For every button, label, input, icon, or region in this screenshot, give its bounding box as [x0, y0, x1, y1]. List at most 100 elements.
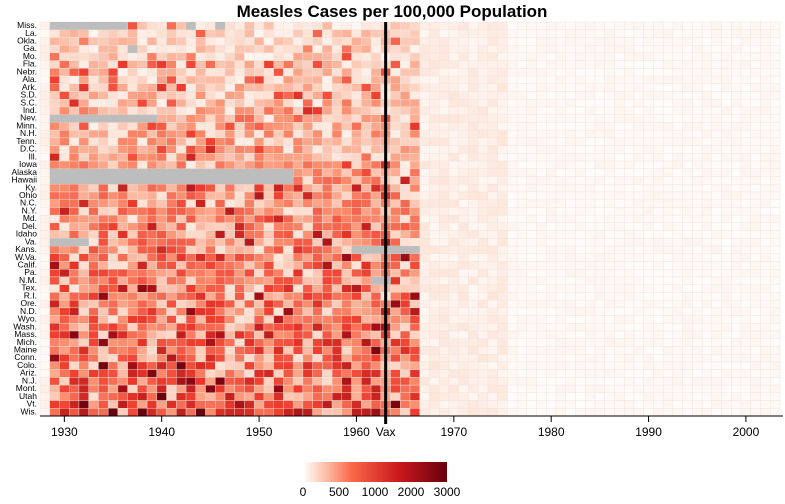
heatmap-cell: [536, 245, 547, 254]
heatmap-cell: [127, 392, 138, 401]
heatmap-cell: [263, 307, 274, 316]
heatmap-cell: [370, 400, 381, 409]
heatmap-cell: [701, 369, 713, 378]
heatmap-cell: [390, 199, 401, 208]
heatmap-cell: [98, 361, 109, 370]
heatmap-cell: [770, 29, 781, 38]
heatmap-cell: [643, 261, 654, 270]
heatmap-cell: [750, 408, 761, 417]
heatmap-cell: [429, 37, 440, 46]
heatmap-cell: [507, 168, 518, 177]
heatmap-cell: [312, 230, 323, 239]
heatmap-cell: [215, 408, 226, 417]
heatmap-cell: [292, 214, 304, 224]
heatmap-cell: [546, 269, 557, 278]
heatmap-cell: [653, 338, 664, 347]
heatmap-cell: [633, 21, 644, 30]
heatmap-cell: [507, 129, 518, 139]
heatmap-cell: [429, 392, 440, 401]
heatmap-cell: [565, 106, 576, 115]
heatmap-cell: [585, 52, 596, 61]
heatmap-cell: [487, 307, 498, 316]
heatmap-cell: [555, 354, 566, 363]
heatmap-cell: [185, 245, 196, 254]
heatmap-cell: [458, 168, 469, 177]
heatmap-cell: [107, 253, 119, 262]
heatmap-cell: [585, 29, 596, 38]
heatmap-cell: [88, 323, 99, 332]
heatmap-cell: [166, 153, 177, 162]
heatmap-cell: [244, 129, 255, 139]
heatmap-cell: [555, 408, 566, 417]
heatmap-cell: [439, 207, 450, 216]
heatmap-cell: [477, 52, 489, 61]
heatmap-cell: [39, 315, 50, 324]
heatmap-cell: [39, 114, 50, 123]
heatmap-cell: [419, 191, 430, 200]
heatmap-cell: [439, 307, 450, 316]
heatmap-cell: [400, 52, 411, 61]
heatmap-cell: [585, 184, 596, 193]
heatmap-cell: [711, 346, 722, 355]
heatmap-cell: [370, 253, 381, 262]
heatmap-cell: [487, 354, 498, 363]
heatmap-cell: [224, 184, 235, 193]
heatmap-cell: [400, 292, 411, 301]
heatmap-cell: [146, 137, 158, 146]
heatmap-cell: [575, 346, 586, 355]
heatmap-cell: [604, 315, 615, 324]
heatmap-cell: [176, 114, 187, 123]
heatmap-cell: [390, 99, 401, 108]
heatmap-cell: [292, 91, 304, 100]
missing-data-bar: [371, 276, 391, 285]
heatmap-cell: [88, 253, 99, 262]
heatmap-cell: [39, 160, 50, 169]
heatmap-cell: [575, 114, 586, 123]
heatmap-cell: [292, 323, 304, 332]
heatmap-cell: [546, 153, 557, 162]
heatmap-cell: [69, 323, 80, 332]
heatmap-cell: [740, 261, 751, 270]
heatmap-cell: [107, 52, 119, 61]
heatmap-cell: [692, 299, 703, 309]
heatmap-cell: [205, 253, 216, 262]
heatmap-cell: [731, 176, 742, 185]
heatmap-cell: [254, 21, 265, 30]
heatmap-cell: [692, 346, 703, 355]
heatmap-cell: [711, 129, 722, 139]
heatmap-cell: [614, 29, 625, 38]
heatmap-cell: [224, 377, 235, 386]
heatmap-cell: [88, 261, 99, 270]
heatmap-cell: [536, 354, 547, 363]
heatmap-cell: [312, 323, 323, 332]
heatmap-cell: [546, 199, 557, 208]
heatmap-cell: [643, 222, 654, 231]
heatmap-cell: [653, 354, 664, 363]
heatmap-cell: [146, 52, 158, 61]
heatmap-cell: [701, 168, 713, 177]
heatmap-cell: [409, 338, 420, 347]
heatmap-cell: [254, 37, 265, 46]
heatmap-cell: [117, 245, 128, 254]
heatmap-cell: [215, 245, 226, 254]
heatmap-cell: [546, 52, 557, 61]
heatmap-cell: [672, 276, 683, 285]
heatmap-cell: [292, 315, 304, 324]
heatmap-cell: [205, 323, 216, 332]
heatmap-cell: [760, 91, 771, 100]
heatmap-cell: [692, 261, 703, 270]
heatmap-cell: [361, 176, 372, 185]
heatmap-cell: [468, 99, 479, 108]
heatmap-cell: [429, 52, 440, 61]
heatmap-cell: [555, 307, 566, 316]
heatmap-cell: [370, 168, 381, 177]
heatmap-cell: [331, 145, 343, 154]
heatmap-cell: [322, 315, 333, 324]
heatmap-cell: [127, 315, 138, 324]
heatmap-cell: [624, 253, 635, 262]
heatmap-cell: [117, 238, 128, 247]
heatmap-cell: [692, 392, 703, 401]
heatmap-cell: [69, 60, 80, 69]
heatmap-cell: [263, 230, 274, 239]
heatmap-cell: [361, 222, 372, 231]
